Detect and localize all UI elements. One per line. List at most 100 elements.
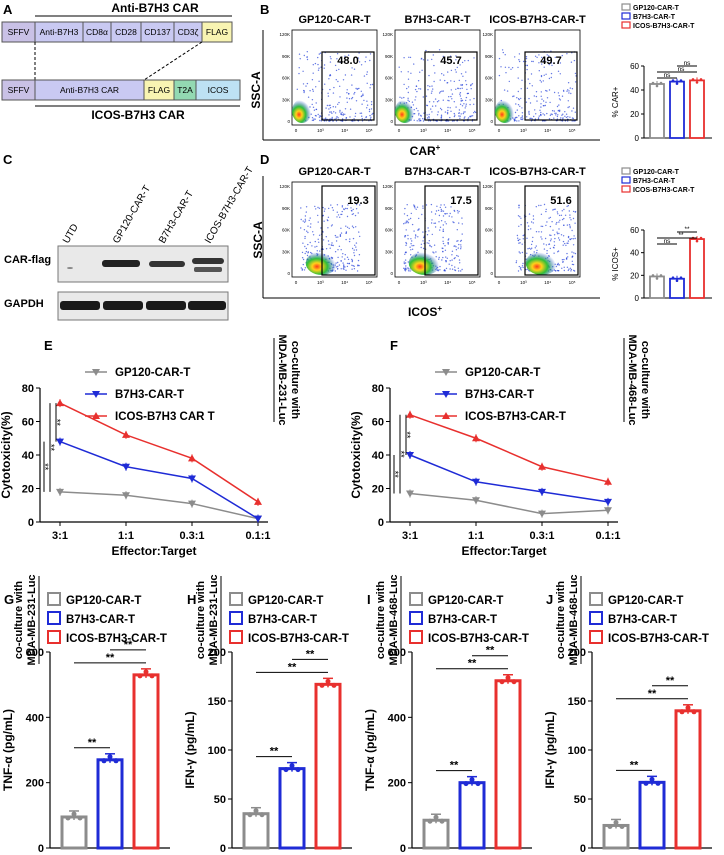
flow-dot [406, 214, 409, 217]
flow-dot [422, 247, 425, 250]
flow-dot [553, 244, 556, 247]
flow-dot [360, 95, 362, 98]
flow-dot [332, 92, 335, 94]
flow-dot [542, 113, 544, 115]
flow-dot [342, 253, 344, 255]
flow-xtick: 10⁵ [569, 280, 576, 285]
flow-dot [353, 68, 356, 70]
flow-dot [345, 207, 347, 210]
flow-dot [351, 98, 353, 100]
flow-dot [527, 78, 529, 80]
panel-letter-j: J [546, 592, 553, 607]
flow-dot [546, 97, 549, 99]
flow-dot [327, 95, 330, 97]
flow-dot [516, 109, 518, 111]
flow-dot [431, 85, 433, 87]
flow-dot [548, 89, 551, 91]
flow-dot [566, 205, 568, 208]
blot-band [102, 260, 140, 267]
flow-plot-title: GP120-CAR-T [298, 14, 370, 26]
flow-dot [306, 254, 309, 257]
flow-dot [569, 225, 571, 227]
gate-value: 48.0 [337, 55, 358, 67]
flow-dot [328, 207, 330, 210]
data-point [675, 82, 679, 85]
flow-ytick: 30K [282, 249, 290, 254]
flow-dot [341, 118, 344, 120]
flow-dot [431, 58, 433, 61]
y-tick-label: 400 [388, 712, 406, 724]
flow-dot [354, 115, 356, 118]
flow-dot [322, 239, 325, 241]
sig-label: ns [684, 60, 692, 67]
legend-label: B7H3-CAR-T [465, 389, 534, 401]
flow-dot [403, 96, 405, 99]
legend-swatch [589, 611, 603, 625]
flow-dot [350, 209, 353, 212]
flow-dot [453, 101, 455, 103]
sig-label: ** [648, 688, 657, 700]
sig-label: ns [664, 238, 672, 245]
flow-dot [541, 63, 543, 65]
flow-dot [355, 203, 358, 206]
flow-dot [362, 93, 364, 95]
flow-dot [324, 118, 326, 120]
flow-dot [549, 247, 551, 250]
series-point [538, 488, 546, 496]
flow-dot [551, 64, 553, 67]
flow-dot [324, 83, 326, 85]
data-point [475, 781, 481, 787]
flow-dot [438, 214, 441, 217]
flow-dot [543, 243, 545, 245]
flow-dot [351, 259, 354, 262]
flow-dot [340, 249, 342, 251]
flow-dot [314, 62, 317, 65]
flow-dot [302, 242, 304, 244]
bar [494, 679, 522, 850]
flow-dot [349, 116, 351, 118]
flow-dot [458, 210, 460, 213]
flow-dot [323, 210, 326, 212]
flow-dot [404, 259, 407, 261]
flow-dot [551, 221, 553, 223]
coculture-line2: MDA-MB-468-Luc [388, 574, 400, 665]
flow-dot [465, 71, 467, 73]
flow-plot-frame [494, 29, 581, 126]
series-point [472, 434, 480, 442]
flow-xlabel: ICOS+ [408, 304, 442, 319]
flow-dot [448, 215, 450, 217]
flow-dot [355, 100, 358, 102]
flow-dot [535, 245, 537, 247]
y-tick-label: 60 [630, 226, 639, 235]
flow-ytick: 30K [485, 249, 493, 254]
flow-dot [572, 217, 575, 220]
y-axis-label: % ICOS+ [611, 247, 620, 281]
flow-dot [543, 114, 546, 116]
flow-dot [518, 204, 520, 206]
y-tick-label: 150 [208, 696, 226, 708]
flow-dot [505, 72, 507, 74]
flow-dot [530, 221, 533, 223]
flow-dot [345, 117, 348, 119]
legend-swatch [621, 3, 631, 11]
flow-dot [406, 204, 408, 206]
series-line [409, 492, 609, 515]
flow-dot [510, 68, 512, 71]
y-tick-label: 20 [630, 271, 639, 280]
flow-dot [531, 60, 533, 63]
flow-dot [346, 89, 348, 91]
series-point [188, 475, 196, 483]
flow-dot [453, 245, 455, 247]
flow-dot [559, 99, 562, 101]
data-point [649, 776, 655, 782]
flow-dot [306, 56, 308, 58]
flow-dot [574, 81, 577, 83]
legend-label: B7H3-CAR-T [608, 614, 677, 626]
flow-dot [359, 112, 361, 115]
y-tick-label: 100 [208, 745, 226, 757]
flow-dot [335, 79, 337, 81]
flow-dot [540, 114, 542, 116]
legend-swatch [229, 611, 243, 625]
flow-dot [407, 97, 409, 100]
flow-dot [560, 234, 563, 236]
